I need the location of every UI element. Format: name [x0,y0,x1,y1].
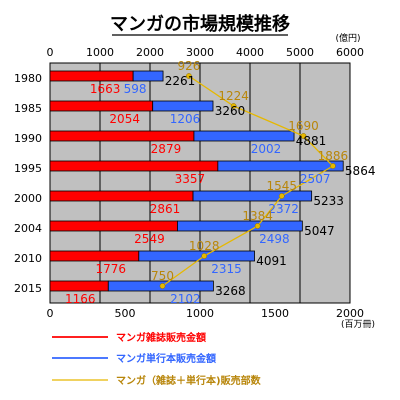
category-label: 2004 [14,222,42,235]
category-label: 2015 [14,282,42,295]
total-value-label: 4091 [256,254,287,268]
category-label: 2000 [14,192,42,205]
axes: 0 1000 2000 3000 4000 5000 6000 0 500 1000 1500 200… [14,46,364,320]
total-value-label: 3268 [215,284,246,298]
book-value-label: 2315 [211,262,242,276]
line-point [230,103,237,109]
bar-magazine [49,100,154,112]
bottom-axis-tick-label: 1500 [261,307,289,320]
line-value-label: 1224 [218,89,249,103]
legend-label: マンガ（雑誌＋単行本)販売部数 [116,374,262,387]
magazine-value-label: 1663 [90,82,121,96]
bottom-axis-unit: (百万冊) [341,319,375,330]
total-value-label: 2261 [165,74,196,88]
line-value-label: 1545 [266,179,297,193]
book-value-label: 2102 [170,292,201,306]
top-axis-tick-label: 5000 [286,46,314,59]
line-series-path [162,75,334,287]
top-axis-tick-label: 4000 [236,46,264,59]
magazine-value-label: 2879 [151,142,182,156]
bottom-axis-tick-label: 2000 [336,307,364,320]
line-point [159,283,166,289]
top-axis-tick-label: 3000 [186,46,214,59]
line-value-label: 1384 [242,209,273,223]
bar-book [217,160,344,172]
bar-magazine [49,70,134,82]
bars [49,70,344,292]
top-axis-tick-label: 0 [47,46,54,59]
line-point [278,193,285,199]
book-value-label: 2002 [251,142,282,156]
total-value-label: 5864 [345,164,376,178]
magazine-value-label: 2054 [109,112,140,126]
bar-book [152,100,214,112]
top-axis-tick-label: 6000 [336,46,364,59]
line-point [300,133,307,139]
category-label: 1995 [14,162,42,175]
magazine-value-label: 1166 [65,292,96,306]
total-value-label: 4881 [296,134,327,148]
line-point [186,73,192,79]
bar-magazine [49,280,109,292]
total-value-label: 5047 [304,224,335,238]
legend-label: マンガ雑誌販売金額 [116,331,206,344]
category-label: 1990 [14,132,42,145]
category-label: 1980 [14,72,42,85]
line-point [201,253,208,259]
magazine-value-label: 3357 [175,172,206,186]
line-point [330,163,336,169]
top-axis-unit: (億円) [335,32,360,44]
line-value-label: 750 [151,269,174,283]
bar-book [193,130,295,142]
sales-volume-line [159,73,336,289]
line-value-label: 1690 [288,119,319,133]
legend-label: マンガ単行本販売金額 [116,352,216,365]
bar-magazine [49,130,195,142]
book-value-label: 598 [124,82,147,96]
line-point [254,223,261,229]
line-value-label: 926 [177,59,200,73]
magazine-value-label: 1776 [96,262,127,276]
bar-book [192,190,313,202]
bar-book [177,220,303,232]
bar-book [132,70,164,82]
bar-magazine [49,160,219,172]
line-value-label: 1028 [189,239,220,253]
bottom-axis-tick-label: 0 [47,307,54,320]
bar-magazine [49,250,140,262]
bar-magazine [49,220,178,232]
bottom-axis-tick-label: 500 [115,307,136,320]
line-value-label: 1886 [318,149,349,163]
bar-magazine [49,190,194,202]
total-value-label: 3260 [215,104,246,118]
bottom-axis-tick-label: 1000 [186,307,214,320]
book-value-label: 2498 [259,232,290,246]
book-value-label: 2372 [268,202,299,216]
book-value-label: 1206 [170,112,201,126]
book-value-label: 2507 [300,172,331,186]
category-label: 1985 [14,102,42,115]
chart-title: マンガの市場規模推移 [110,13,290,35]
top-axis-tick-label: 2000 [136,46,164,59]
magazine-value-label: 2861 [150,202,181,216]
top-axis-tick-label: 1000 [86,46,114,59]
magazine-value-label: 2549 [134,232,165,246]
category-label: 2010 [14,252,42,265]
total-value-label: 5233 [313,194,344,208]
